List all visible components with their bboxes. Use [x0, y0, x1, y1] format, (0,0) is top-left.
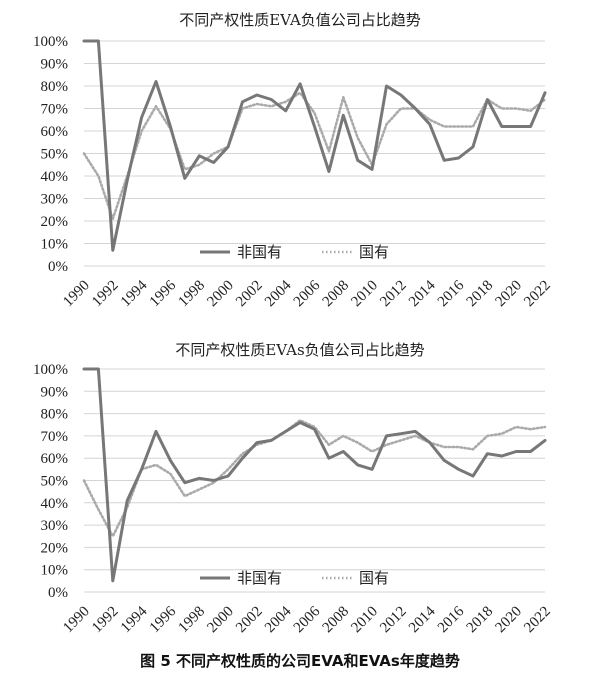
eva-x-tick-label: 2020: [492, 278, 525, 311]
evas-x-tick-label: 1998: [176, 604, 209, 637]
evas-x-tick-label: 2006: [291, 603, 324, 636]
eva-x-tick-label: 2014: [406, 277, 439, 310]
eva-y-tick-label: 20%: [41, 214, 69, 230]
evas-x-tick-label: 2002: [233, 604, 266, 637]
eva-y-tick-label: 30%: [41, 192, 69, 208]
eva-x-tick-label: 1998: [176, 278, 209, 311]
eva-series-line-non-state: [82, 39, 547, 252]
evas-x-tick-label: 1992: [89, 604, 122, 637]
eva-y-tick-label: 60%: [41, 124, 69, 140]
eva-x-tick-label: 2022: [521, 278, 554, 311]
eva-y-tick-label: 10%: [41, 237, 69, 253]
eva-x-tick-label: 2000: [204, 278, 237, 311]
evas-x-tick-label: 2000: [204, 604, 237, 637]
evas-x-tick-label: 2014: [406, 603, 439, 636]
evas-chart-title: 不同产权性质EVAs负值公司占比趋势: [175, 341, 424, 359]
eva-x-tick-label: 2006: [291, 277, 324, 310]
evas-y-tick-label: 40%: [41, 496, 69, 512]
chart-eva: 不同产权性质EVA负值公司占比趋势 0% 10% 20% 30% 40% 50% 60% 70%…: [0, 0, 600, 330]
eva-y-tick-label: 50%: [41, 147, 69, 163]
evas-x-tick-label: 2020: [492, 604, 525, 637]
eva-y-tick-label: 100%: [33, 34, 68, 50]
eva-series-line-state: [82, 91, 547, 221]
evas-y-tick-label: 60%: [41, 451, 69, 467]
evas-x-tick-label: 1994: [118, 603, 151, 636]
evas-x-tick-label: 2022: [521, 604, 554, 637]
eva-y-tick-label: 80%: [41, 79, 69, 95]
evas-y-tick-label: 0%: [48, 585, 68, 601]
evas-series-line-non-state: [82, 367, 547, 583]
evas-x-tick-label: 2004: [262, 603, 295, 636]
eva-y-tick-label: 0%: [48, 259, 68, 275]
evas-y-tick-label: 90%: [41, 384, 69, 400]
chart-evas: 不同产权性质EVAs负值公司占比趋势 0% 10% 20% 30% 40% 50% 60% 70…: [0, 330, 600, 650]
evas-y-tick-label: 30%: [41, 518, 69, 534]
evas-y-tick-label: 100%: [33, 362, 68, 378]
evas-legend-label: 非国有: [237, 569, 282, 587]
eva-x-tick-label: 1992: [89, 278, 122, 311]
eva-x-tick-label: 2010: [348, 278, 381, 311]
eva-legend-label: 国有: [359, 243, 389, 261]
evas-x-tick-label: 1996: [147, 603, 180, 636]
evas-x-tick-label: 2012: [377, 604, 410, 637]
evas-y-tick-label: 20%: [41, 540, 69, 556]
chart-evas-svg: 不同产权性质EVAs负值公司占比趋势 0% 10% 20% 30% 40% 50% 60% 70…: [33, 341, 554, 637]
eva-x-tick-label: 1996: [147, 277, 180, 310]
eva-x-tick-label: 1994: [118, 277, 151, 310]
evas-x-tick-label: 2010: [348, 604, 381, 637]
evas-series-line-state: [82, 419, 547, 538]
eva-chart-title: 不同产权性质EVA负值公司占比趋势: [179, 11, 421, 29]
eva-x-tick-label: 2012: [377, 278, 410, 311]
eva-y-tick-label: 40%: [41, 169, 69, 185]
figure-caption: 图 5 不同产权性质的公司EVA和EVAs年度趋势: [140, 652, 460, 670]
evas-y-tick-label: 10%: [41, 563, 69, 579]
evas-x-tick-label: 1990: [60, 604, 93, 637]
evas-x-tick-label: 2016: [435, 603, 468, 636]
evas-x-tick-label: 2008: [320, 604, 353, 637]
eva-x-tick-label: 1990: [60, 278, 93, 311]
evas-y-tick-label: 80%: [41, 407, 69, 423]
evas-y-tick-label: 50%: [41, 474, 69, 490]
eva-x-tick-label: 2016: [435, 277, 468, 310]
evas-y-tick-label: 70%: [41, 429, 69, 445]
eva-x-tick-label: 2002: [233, 278, 266, 311]
eva-x-tick-label: 2004: [262, 277, 295, 310]
eva-y-tick-label: 90%: [41, 57, 69, 73]
eva-legend-label: 非国有: [237, 243, 282, 261]
evas-legend-label: 国有: [359, 569, 389, 587]
chart-eva-svg: 不同产权性质EVA负值公司占比趋势 0% 10% 20% 30% 40% 50% 60% 70%…: [33, 11, 554, 311]
eva-x-tick-label: 2008: [320, 278, 353, 311]
evas-x-tick-label: 2018: [464, 604, 497, 637]
eva-x-tick-label: 2018: [464, 278, 497, 311]
eva-y-tick-label: 70%: [41, 102, 69, 118]
